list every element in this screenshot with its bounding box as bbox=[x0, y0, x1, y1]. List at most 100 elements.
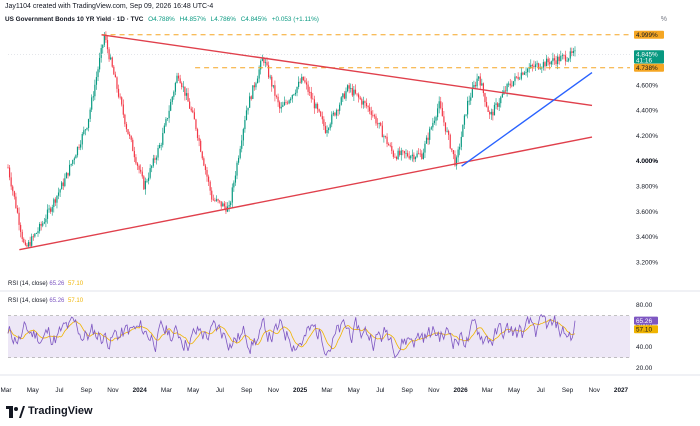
candle-body bbox=[32, 236, 34, 238]
candle-body bbox=[552, 58, 554, 62]
candle-body bbox=[463, 115, 466, 125]
candle-body bbox=[411, 154, 413, 157]
symbol-legend: US Government Bonds 10 YR Yield · 1D · T… bbox=[5, 16, 319, 23]
candle-body bbox=[435, 117, 437, 121]
candle-body bbox=[309, 91, 311, 93]
candle-body bbox=[83, 130, 85, 135]
candle-body bbox=[42, 223, 44, 226]
candle-body bbox=[410, 156, 412, 159]
candle-body bbox=[376, 123, 379, 125]
rsi-legend-value: 65.26 bbox=[49, 281, 65, 287]
price-label-box bbox=[634, 56, 664, 64]
candle-body bbox=[381, 125, 383, 138]
price-label-box bbox=[634, 63, 664, 72]
candle-body bbox=[564, 55, 567, 62]
time-axis-tick: Mar bbox=[482, 387, 494, 394]
candle-body bbox=[361, 99, 363, 105]
candle-body bbox=[519, 78, 521, 80]
time-axis-tick: Sep bbox=[401, 387, 413, 394]
candle-body bbox=[414, 157, 417, 160]
candle-body bbox=[312, 98, 314, 100]
price-label-text: 4.999% bbox=[636, 32, 658, 39]
candle-body bbox=[185, 93, 188, 96]
candle-body bbox=[207, 176, 210, 182]
candle-body bbox=[87, 118, 90, 128]
candle-body bbox=[386, 136, 388, 144]
candle-body bbox=[256, 78, 259, 84]
candle-body bbox=[294, 92, 297, 95]
candle-body bbox=[51, 207, 53, 212]
candle-body bbox=[217, 199, 219, 201]
candle-body bbox=[506, 84, 508, 92]
time-axis-tick: Sep bbox=[81, 387, 93, 394]
candle-body bbox=[307, 84, 309, 92]
rsi-legend-upper: RSI (14, close) 65.26 57.10 bbox=[8, 281, 83, 287]
candle-body bbox=[149, 168, 151, 178]
candle-body bbox=[174, 82, 177, 92]
candle-body bbox=[335, 110, 338, 116]
candle-body bbox=[391, 145, 393, 151]
candle-body bbox=[80, 144, 82, 148]
candle-body bbox=[432, 122, 434, 128]
tradingview-logo-icon bbox=[6, 405, 25, 418]
candle-body bbox=[304, 80, 306, 83]
candle-body bbox=[323, 119, 325, 127]
candle-body bbox=[48, 208, 50, 210]
candle-body bbox=[542, 62, 545, 68]
candle-body bbox=[239, 148, 241, 158]
candle-body bbox=[490, 111, 492, 115]
time-axis-tick: Sep bbox=[562, 387, 574, 394]
candle-body bbox=[530, 64, 532, 68]
candle-body bbox=[351, 87, 353, 96]
candle-body bbox=[370, 111, 372, 115]
candle-body bbox=[72, 160, 74, 164]
candle-body bbox=[470, 97, 472, 101]
candle-body bbox=[31, 236, 33, 246]
candle-body bbox=[489, 111, 491, 115]
candle-body bbox=[201, 151, 203, 159]
candle-body bbox=[97, 69, 99, 78]
candle-body bbox=[568, 58, 570, 61]
candle-body bbox=[367, 106, 369, 108]
time-axis-tick: Jul bbox=[216, 387, 224, 394]
candle-body bbox=[195, 119, 197, 130]
rsi-legend-ma: 57.10 bbox=[68, 298, 84, 304]
candle-body bbox=[346, 85, 349, 92]
open-value: O4.788% bbox=[148, 16, 175, 23]
candle-body bbox=[168, 110, 170, 119]
candle-body bbox=[315, 103, 317, 109]
candle-body bbox=[141, 171, 143, 177]
candle-body bbox=[154, 158, 156, 160]
candle-body bbox=[100, 48, 102, 58]
candle-body bbox=[455, 157, 458, 166]
candle-body bbox=[162, 133, 164, 145]
candle-body bbox=[266, 62, 268, 66]
candle-body bbox=[514, 76, 516, 82]
candle-body bbox=[459, 146, 461, 150]
price-axis-tick: 3.600% bbox=[636, 209, 658, 216]
rsi-legend-ma: 57.10 bbox=[68, 281, 84, 287]
candle-body bbox=[318, 109, 320, 112]
candle-body bbox=[302, 76, 304, 81]
percent-unit-label: % bbox=[660, 16, 667, 23]
candle-body bbox=[159, 145, 161, 148]
candle-body bbox=[117, 88, 120, 97]
candle-body bbox=[125, 124, 128, 130]
candle-body bbox=[557, 56, 559, 65]
candle-body bbox=[258, 69, 260, 79]
candle-body bbox=[124, 114, 126, 125]
candle-body bbox=[170, 101, 172, 111]
candle-body bbox=[140, 169, 142, 172]
candle-body bbox=[406, 153, 409, 157]
candle-body bbox=[413, 154, 415, 160]
time-axis-tick: May bbox=[187, 387, 200, 394]
candle-body bbox=[392, 150, 394, 157]
candle-body bbox=[127, 129, 129, 135]
candle-body bbox=[152, 158, 154, 166]
candle-body bbox=[293, 94, 295, 96]
candle-body bbox=[222, 203, 224, 207]
candle-body bbox=[181, 83, 183, 88]
rsi-axis-tick: 80.00 bbox=[636, 302, 653, 309]
tradingview-brand[interactable]: TradingView bbox=[6, 405, 93, 418]
